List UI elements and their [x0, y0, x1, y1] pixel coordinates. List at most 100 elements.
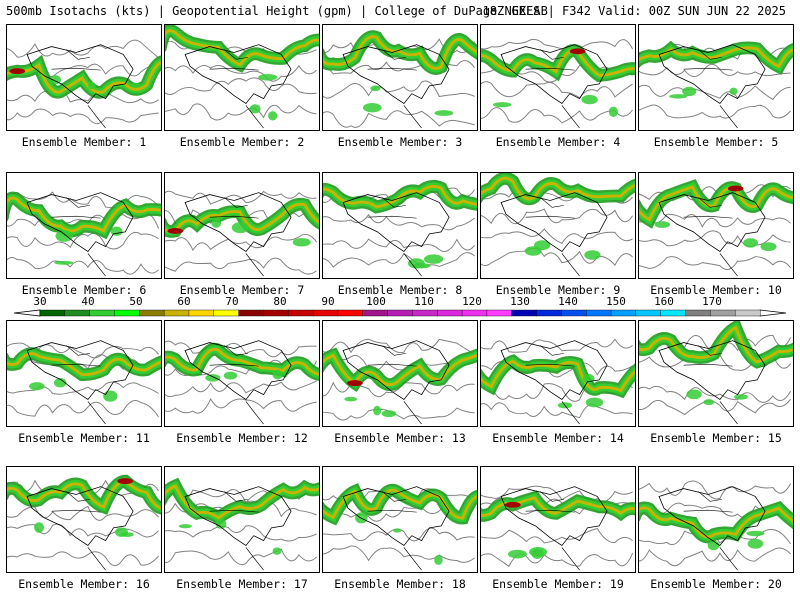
- member-label: Ensemble Member: 9: [495, 283, 621, 297]
- member-map: [323, 483, 477, 571]
- member-label: Ensemble Member: 11: [18, 431, 150, 445]
- member-label: Ensemble Member: 1: [21, 135, 147, 149]
- member-label: Ensemble Member: 15: [650, 431, 782, 445]
- colorbar-swatch: [710, 309, 736, 317]
- member-map: [481, 485, 635, 571]
- colorbar-tick-label: 60: [177, 295, 191, 308]
- member-panel: [164, 466, 320, 573]
- colorbar-swatch: [660, 309, 687, 317]
- colorbar-tick-label: 120: [462, 295, 482, 308]
- colorbar-swatch: [288, 309, 314, 317]
- member-map: [481, 38, 635, 129]
- colorbar-swatch: [561, 309, 587, 317]
- colorbar-swatch: [511, 309, 538, 317]
- member-label: Ensemble Member: 8: [337, 283, 463, 297]
- colorbar-swatch: [362, 309, 389, 317]
- colorbar-tick-label: 80: [273, 295, 287, 308]
- member-panel: [6, 466, 162, 573]
- member-panel: [322, 466, 478, 573]
- colorbar-tick-label: 40: [81, 295, 95, 308]
- member-map: [165, 190, 319, 277]
- colorbar-tick-label: 90: [321, 295, 335, 308]
- member-label: Ensemble Member: 4: [495, 135, 621, 149]
- colorbar-swatch: [486, 309, 513, 317]
- member-label: Ensemble Member: 20: [650, 577, 782, 591]
- member-panel: [638, 320, 794, 427]
- member-label: Ensemble Member: 3: [337, 135, 463, 149]
- member-label: Ensemble Member: 2: [179, 135, 305, 149]
- isotach-colorbar: 30 40 50 60 70 80 90 100 110 120 130 140 150 160 170: [0, 296, 800, 320]
- member-panel: [6, 172, 162, 279]
- member-label: Ensemble Member: 7: [179, 283, 305, 297]
- colorbar-swatch: [89, 309, 115, 317]
- member-label: Ensemble Member: 19: [492, 577, 624, 591]
- member-panel: [638, 172, 794, 279]
- member-label: Ensemble Member: 18: [334, 577, 466, 591]
- colorbar-swatch: [387, 309, 413, 317]
- member-panel: [480, 172, 636, 279]
- member-panel: [322, 172, 478, 279]
- colorbar-swatch: [734, 309, 761, 317]
- colorbar-swatch: [312, 309, 339, 317]
- member-panel: [322, 24, 478, 131]
- member-map: [7, 474, 161, 571]
- member-label: Ensemble Member: 13: [334, 431, 466, 445]
- member-map: [639, 480, 793, 571]
- colorbar-swatch: [685, 309, 711, 317]
- member-panel: [480, 320, 636, 427]
- colorbar-swatch: [238, 309, 264, 317]
- member-panel: [322, 320, 478, 427]
- member-map: [165, 25, 319, 129]
- header-valid-time: 18Z GEFS | F342 Valid: 00Z SUN JUN 22 20…: [482, 4, 786, 18]
- member-label: Ensemble Member: 12: [176, 431, 308, 445]
- member-map: [323, 30, 477, 129]
- colorbar-swatch: [635, 309, 662, 317]
- member-map: [7, 340, 161, 425]
- colorbar-swatch: [412, 309, 438, 317]
- colorbar-arrow-right: [759, 309, 787, 317]
- header-title: 500mb Isotachs (kts) | Geopotential Heig…: [6, 4, 548, 18]
- member-panel: [164, 24, 320, 131]
- colorbar-tick-label: 100: [366, 295, 386, 308]
- colorbar-swatch: [263, 309, 289, 317]
- colorbar-swatch: [39, 309, 66, 317]
- colorbar-tick-label: 70: [225, 295, 239, 308]
- member-panel: [480, 24, 636, 131]
- member-map: [323, 338, 477, 425]
- colorbar-tick-label: 110: [414, 295, 434, 308]
- colorbar-tick-label: 140: [558, 295, 578, 308]
- colorbar-swatch: [610, 309, 637, 317]
- member-map: [7, 191, 161, 277]
- member-map: [481, 338, 635, 425]
- member-panel: [638, 24, 794, 131]
- colorbar-swatch: [163, 309, 190, 317]
- colorbar-swatch: [461, 309, 488, 317]
- colorbar-swatch: [437, 309, 463, 317]
- member-label: Ensemble Member: 16: [18, 577, 150, 591]
- member-map: [639, 40, 793, 129]
- member-map: [639, 321, 793, 425]
- member-panel: [164, 320, 320, 427]
- member-map: [7, 39, 161, 129]
- colorbar-arrow-left: [13, 309, 41, 317]
- colorbar-swatch: [213, 309, 240, 317]
- member-panel: [638, 466, 794, 573]
- member-label: Ensemble Member: 17: [176, 577, 308, 591]
- colorbar-swatch: [337, 309, 364, 317]
- colorbar-tick-label: 130: [510, 295, 530, 308]
- colorbar-swatch: [64, 309, 91, 317]
- colorbar-tick-label: 50: [129, 295, 143, 308]
- member-panel: [164, 172, 320, 279]
- colorbar-swatch: [188, 309, 215, 317]
- member-panel: [480, 466, 636, 573]
- colorbar-tick-label: 30: [33, 295, 47, 308]
- member-map: [639, 179, 793, 277]
- member-map: [165, 340, 319, 425]
- member-panel: [6, 24, 162, 131]
- colorbar-tick-label: 160: [654, 295, 674, 308]
- colorbar-swatch: [114, 309, 140, 317]
- colorbar-swatch: [139, 309, 165, 317]
- colorbar-tick-label: 150: [606, 295, 626, 308]
- member-map: [481, 173, 635, 277]
- colorbar-swatch: [586, 309, 612, 317]
